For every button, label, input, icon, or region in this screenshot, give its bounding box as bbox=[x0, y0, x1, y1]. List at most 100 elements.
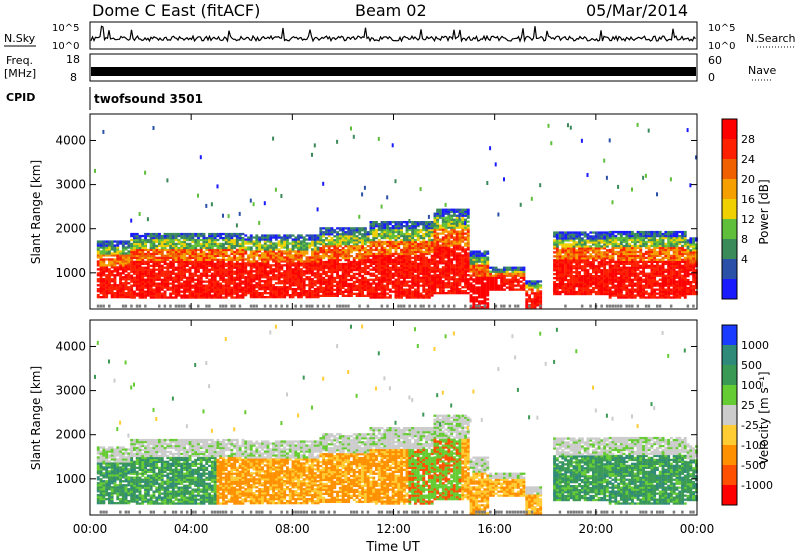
range-gate-cell bbox=[372, 230, 376, 234]
range-gate-cell bbox=[113, 246, 117, 249]
range-gate-cell bbox=[494, 270, 498, 273]
range-gate-cell bbox=[355, 249, 359, 252]
range-gate-cell bbox=[124, 278, 128, 281]
range-gate-cell bbox=[313, 280, 317, 283]
range-gate-cell bbox=[224, 264, 228, 267]
range-gate-cell bbox=[350, 227, 353, 230]
range-gate-cell bbox=[408, 290, 412, 293]
range-gate-cell bbox=[116, 250, 120, 253]
range-gate-cell bbox=[575, 271, 579, 274]
range-gate-cell bbox=[469, 264, 473, 267]
range-gate-cell bbox=[344, 288, 348, 291]
range-gate-cell bbox=[580, 243, 584, 246]
range-gate-cell bbox=[472, 304, 476, 307]
range-gate-cell bbox=[263, 262, 267, 265]
range-gate-cell bbox=[394, 236, 398, 240]
range-gate-cell bbox=[327, 235, 331, 238]
range-gate-cell bbox=[536, 282, 540, 285]
range-gate-cell bbox=[130, 238, 134, 242]
range-gate-cell bbox=[138, 282, 142, 285]
range-gate-cell bbox=[436, 270, 440, 273]
scatter-gate bbox=[102, 129, 105, 134]
range-gate-cell bbox=[405, 238, 409, 242]
range-gate-cell bbox=[430, 256, 434, 259]
range-gate-cell bbox=[163, 262, 167, 265]
range-gate-cell bbox=[386, 234, 390, 238]
range-gate-cell bbox=[99, 276, 103, 279]
range-gate-cell bbox=[439, 210, 442, 213]
range-gate-cell bbox=[133, 272, 136, 275]
range-gate-cell bbox=[386, 236, 390, 240]
range-gate-cell bbox=[135, 242, 139, 246]
range-gate-cell bbox=[419, 256, 423, 259]
range-gate-cell bbox=[397, 252, 401, 256]
range-gate-cell bbox=[233, 276, 237, 279]
range-gate-cell bbox=[191, 284, 195, 287]
range-gate-cell bbox=[408, 264, 412, 267]
range-gate-cell bbox=[478, 280, 481, 283]
ground-scatter-gate bbox=[402, 304, 406, 308]
range-gate-cell bbox=[380, 292, 384, 295]
range-gate-cell bbox=[269, 282, 273, 285]
range-gate-cell bbox=[222, 264, 225, 267]
range-gate-cell bbox=[299, 236, 303, 239]
range-gate-cell bbox=[386, 226, 390, 230]
range-gate-cell bbox=[414, 225, 417, 228]
range-gate-cell bbox=[286, 248, 289, 251]
range-gate-cell bbox=[130, 258, 134, 261]
range-gate-cell bbox=[205, 286, 209, 289]
range-gate-cell bbox=[311, 244, 314, 247]
range-gate-cell bbox=[233, 250, 237, 254]
range-gate-cell bbox=[261, 284, 264, 287]
range-gate-cell bbox=[235, 262, 239, 265]
range-gate-cell bbox=[302, 240, 306, 243]
range-gate-cell bbox=[347, 294, 351, 297]
range-gate-cell bbox=[427, 286, 431, 289]
range-gate-cell bbox=[519, 288, 523, 291]
range-gate-cell bbox=[224, 262, 228, 265]
range-gate-cell bbox=[283, 296, 287, 299]
range-gate-cell bbox=[558, 286, 562, 290]
range-gate-cell bbox=[274, 254, 278, 257]
range-gate-cell bbox=[572, 261, 576, 264]
range-gate-cell bbox=[369, 226, 373, 230]
range-gate-cell bbox=[227, 292, 231, 295]
range-gate-cell bbox=[177, 284, 181, 287]
range-gate-cell bbox=[439, 262, 442, 265]
range-gate-cell bbox=[569, 243, 573, 246]
range-gate-cell bbox=[530, 306, 534, 309]
ground-scatter-gate bbox=[341, 304, 345, 308]
range-gate-cell bbox=[233, 254, 237, 257]
range-gate-cell bbox=[191, 274, 195, 277]
range-gate-cell bbox=[444, 240, 448, 243]
range-gate-cell bbox=[325, 237, 328, 240]
range-gate-cell bbox=[130, 242, 134, 246]
range-gate-cell bbox=[202, 254, 206, 257]
range-gate-cell bbox=[288, 248, 292, 251]
range-gate-cell bbox=[272, 242, 275, 245]
range-gate-cell bbox=[241, 290, 245, 293]
range-gate-cell bbox=[341, 231, 345, 234]
range-gate-cell bbox=[475, 272, 479, 275]
range-gate-cell bbox=[380, 225, 384, 228]
range-gate-cell bbox=[583, 277, 587, 280]
range-gate-cell bbox=[397, 266, 401, 269]
range-gate-cell bbox=[516, 270, 520, 273]
range-gate-cell bbox=[297, 262, 300, 265]
range-gate-cell bbox=[288, 254, 292, 257]
range-gate-cell bbox=[388, 221, 392, 224]
range-gate-cell bbox=[252, 278, 256, 281]
range-gate-cell bbox=[158, 294, 161, 297]
ground-scatter-gate bbox=[494, 304, 498, 308]
range-gate-cell bbox=[244, 268, 248, 271]
range-gate-cell bbox=[127, 264, 131, 267]
range-gate-cell bbox=[144, 262, 147, 265]
range-gate-cell bbox=[191, 290, 195, 293]
range-gate-cell bbox=[144, 260, 147, 263]
range-gate-cell bbox=[288, 276, 292, 279]
range-gate-cell bbox=[327, 282, 331, 286]
range-gate-cell bbox=[458, 236, 462, 239]
range-gate-cell bbox=[174, 260, 178, 263]
range-gate-cell bbox=[169, 276, 173, 279]
range-gate-cell bbox=[469, 282, 473, 285]
